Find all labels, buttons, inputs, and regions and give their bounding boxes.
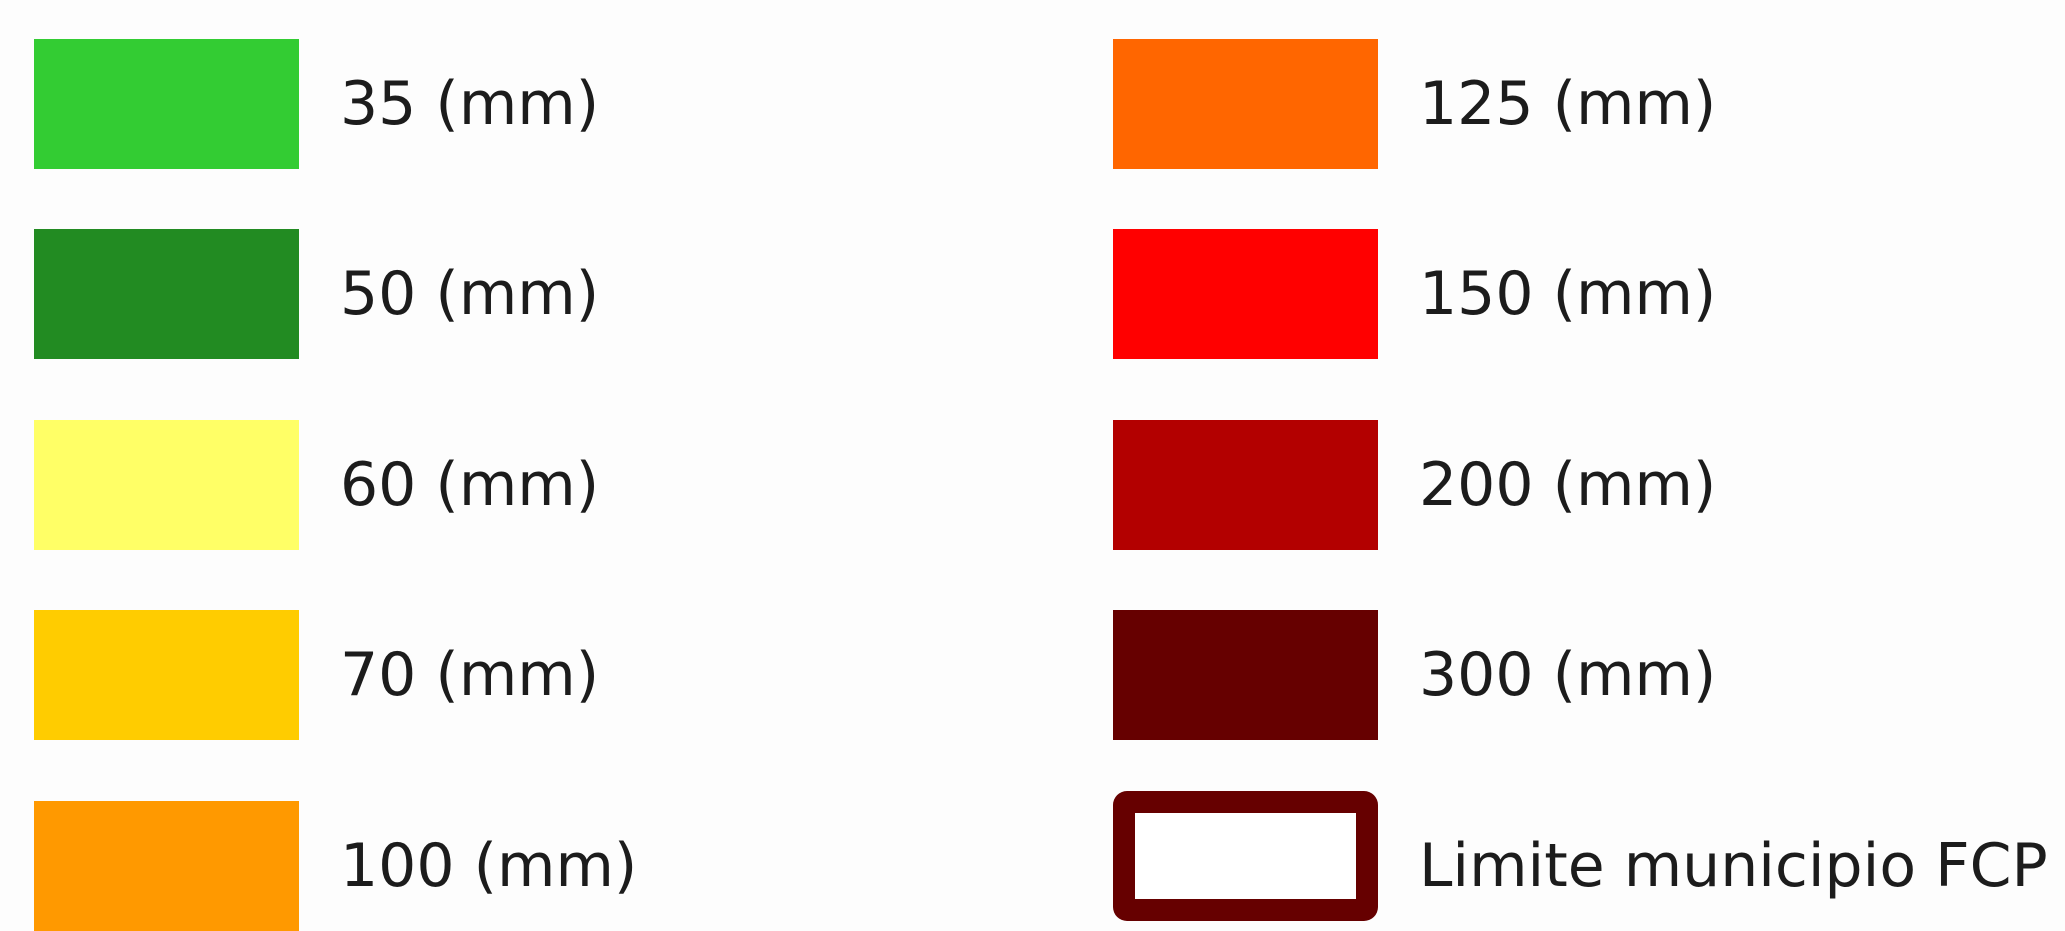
swatch-70mm [34, 610, 299, 740]
legend-entry-35mm: 35 (mm) [34, 39, 984, 169]
legend-label-100mm: 100 (mm) [340, 831, 638, 901]
swatch-200mm [1113, 420, 1378, 550]
legend-label-50mm: 50 (mm) [340, 259, 600, 329]
legend-entry-municipal-boundary: Limite municipio FCP [1113, 791, 2063, 921]
legend-label-municipal-boundary: Limite municipio FCP [1419, 831, 2048, 901]
legend-label-125mm: 125 (mm) [1419, 69, 1717, 139]
legend-entry-50mm: 50 (mm) [34, 229, 984, 359]
legend-entry-125mm: 125 (mm) [1113, 39, 2063, 169]
municipal-boundary-swatch [1113, 791, 1378, 921]
swatch-35mm [34, 39, 299, 169]
swatch-60mm [34, 420, 299, 550]
legend-entry-300mm: 300 (mm) [1113, 610, 2063, 740]
legend-label-35mm: 35 (mm) [340, 69, 600, 139]
legend-label-300mm: 300 (mm) [1419, 640, 1717, 710]
swatch-150mm [1113, 229, 1378, 359]
legend-entry-70mm: 70 (mm) [34, 610, 984, 740]
swatch-100mm [34, 801, 299, 931]
legend-entry-100mm: 100 (mm) [34, 801, 984, 931]
legend-entry-200mm: 200 (mm) [1113, 420, 2063, 550]
legend-label-70mm: 70 (mm) [340, 640, 600, 710]
swatch-300mm [1113, 610, 1378, 740]
swatch-125mm [1113, 39, 1378, 169]
legend-entry-60mm: 60 (mm) [34, 420, 984, 550]
swatch-50mm [34, 229, 299, 359]
legend-label-60mm: 60 (mm) [340, 450, 600, 520]
legend-label-200mm: 200 (mm) [1419, 450, 1717, 520]
legend-entry-150mm: 150 (mm) [1113, 229, 2063, 359]
legend-label-150mm: 150 (mm) [1419, 259, 1717, 329]
